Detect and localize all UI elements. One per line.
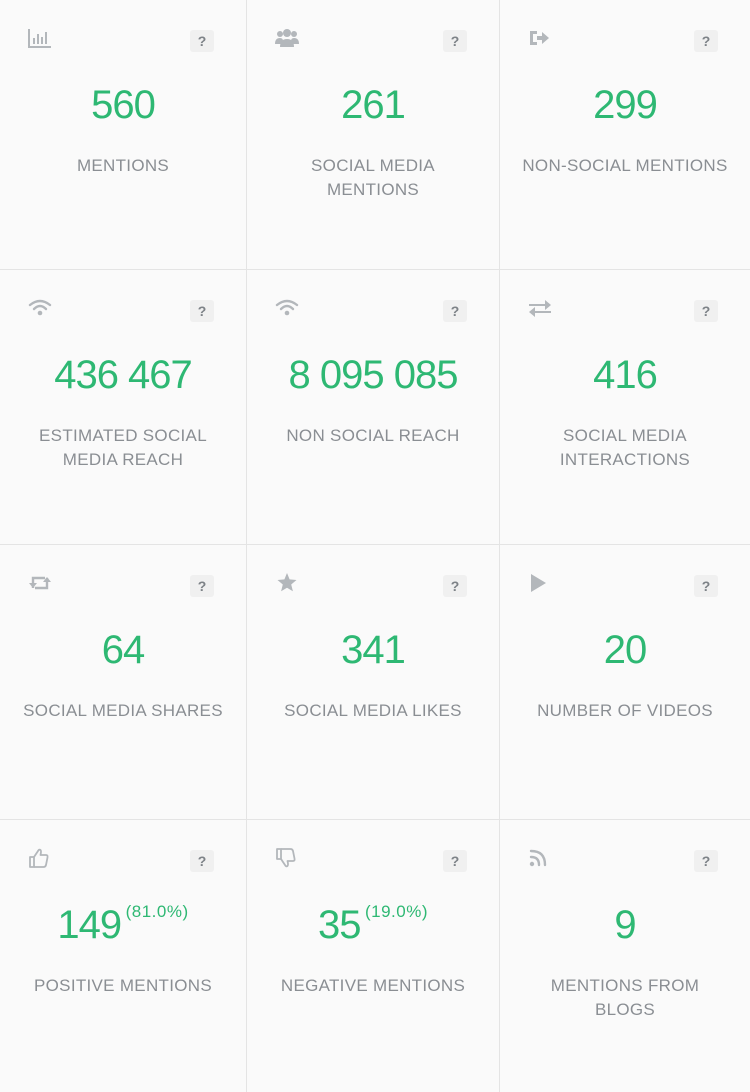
rss-icon [528,848,552,870]
wifi-icon [28,298,52,320]
help-button[interactable]: ? [694,575,718,597]
stat-percent: (81.0%) [125,902,189,921]
exchange-icon [528,298,552,320]
stat-value: 9 [614,903,636,947]
sign-out-icon [528,28,552,50]
stat-card-mentions: ? 560 MENTIONS [0,0,247,270]
stat-value: 436 467 [54,353,193,397]
stat-card-estimated-social-media-reach: ? 436 467 ESTIMATED SOCIAL MEDIA REACH [0,270,247,545]
thumbs-down-icon [275,848,299,870]
bar-chart-icon [28,28,52,50]
stat-percent: (19.0%) [364,902,428,921]
stat-card-non-social-reach: ? 8 095 085 NON SOCIAL REACH [247,270,500,545]
stat-value: 299 [593,83,658,127]
stat-value: 20 [603,628,647,672]
help-button[interactable]: ? [694,850,718,872]
wifi-icon [275,298,299,320]
stat-label: NON-SOCIAL MENTIONS [522,156,728,175]
stat-label: NEGATIVE MENTIONS [280,976,466,995]
retweet-icon [28,573,52,595]
stat-value: 64 [101,628,145,672]
help-button[interactable]: ? [190,30,214,52]
stat-value: 341 [341,628,406,672]
stat-label: SOCIAL MEDIA MENTIONS [311,156,435,199]
stat-label: SOCIAL MEDIA LIKES [284,701,462,720]
stat-value: 149 [57,903,122,947]
play-icon [528,573,552,595]
stat-card-social-media-interactions: ? 416 SOCIAL MEDIA INTERACTIONS [500,270,750,545]
stat-value: 35 [318,903,361,947]
stat-label: SOCIAL MEDIA INTERACTIONS [559,426,691,469]
stat-value: 8 095 085 [288,353,459,397]
users-icon [275,28,299,50]
thumbs-up-icon [28,848,52,870]
stat-card-social-media-shares: ? 64 SOCIAL MEDIA SHARES [0,545,247,820]
help-button[interactable]: ? [190,300,214,322]
stat-card-mentions-from-blogs: ? 9 MENTIONS FROM BLOGS [500,820,750,1092]
help-button[interactable]: ? [190,575,214,597]
stat-label: POSITIVE MENTIONS [34,976,212,995]
stat-label: MENTIONS [76,156,170,175]
stat-label: MENTIONS FROM BLOGS [550,976,700,1019]
help-button[interactable]: ? [694,300,718,322]
stat-card-negative-mentions: ? 35 (19.0%) NEGATIVE MENTIONS [247,820,500,1092]
star-icon [275,573,299,595]
help-button[interactable]: ? [443,575,467,597]
stat-label: NUMBER OF VIDEOS [537,701,713,720]
stat-card-social-media-mentions: ? 261 SOCIAL MEDIA MENTIONS [247,0,500,270]
stat-label: ESTIMATED SOCIAL MEDIA REACH [39,426,207,469]
stat-label: SOCIAL MEDIA SHARES [23,701,223,720]
help-button[interactable]: ? [443,850,467,872]
help-button[interactable]: ? [443,30,467,52]
stat-card-number-of-videos: ? 20 NUMBER OF VIDEOS [500,545,750,820]
stat-label: NON SOCIAL REACH [286,426,460,445]
stat-value: 261 [341,83,406,127]
help-button[interactable]: ? [443,300,467,322]
stat-value: 416 [593,353,658,397]
stat-card-positive-mentions: ? 149 (81.0%) POSITIVE MENTIONS [0,820,247,1092]
stat-card-social-media-likes: ? 341 SOCIAL MEDIA LIKES [247,545,500,820]
stat-card-non-social-mentions: ? 299 NON-SOCIAL MENTIONS [500,0,750,270]
help-button[interactable]: ? [190,850,214,872]
stat-value: 560 [91,83,156,127]
help-button[interactable]: ? [694,30,718,52]
